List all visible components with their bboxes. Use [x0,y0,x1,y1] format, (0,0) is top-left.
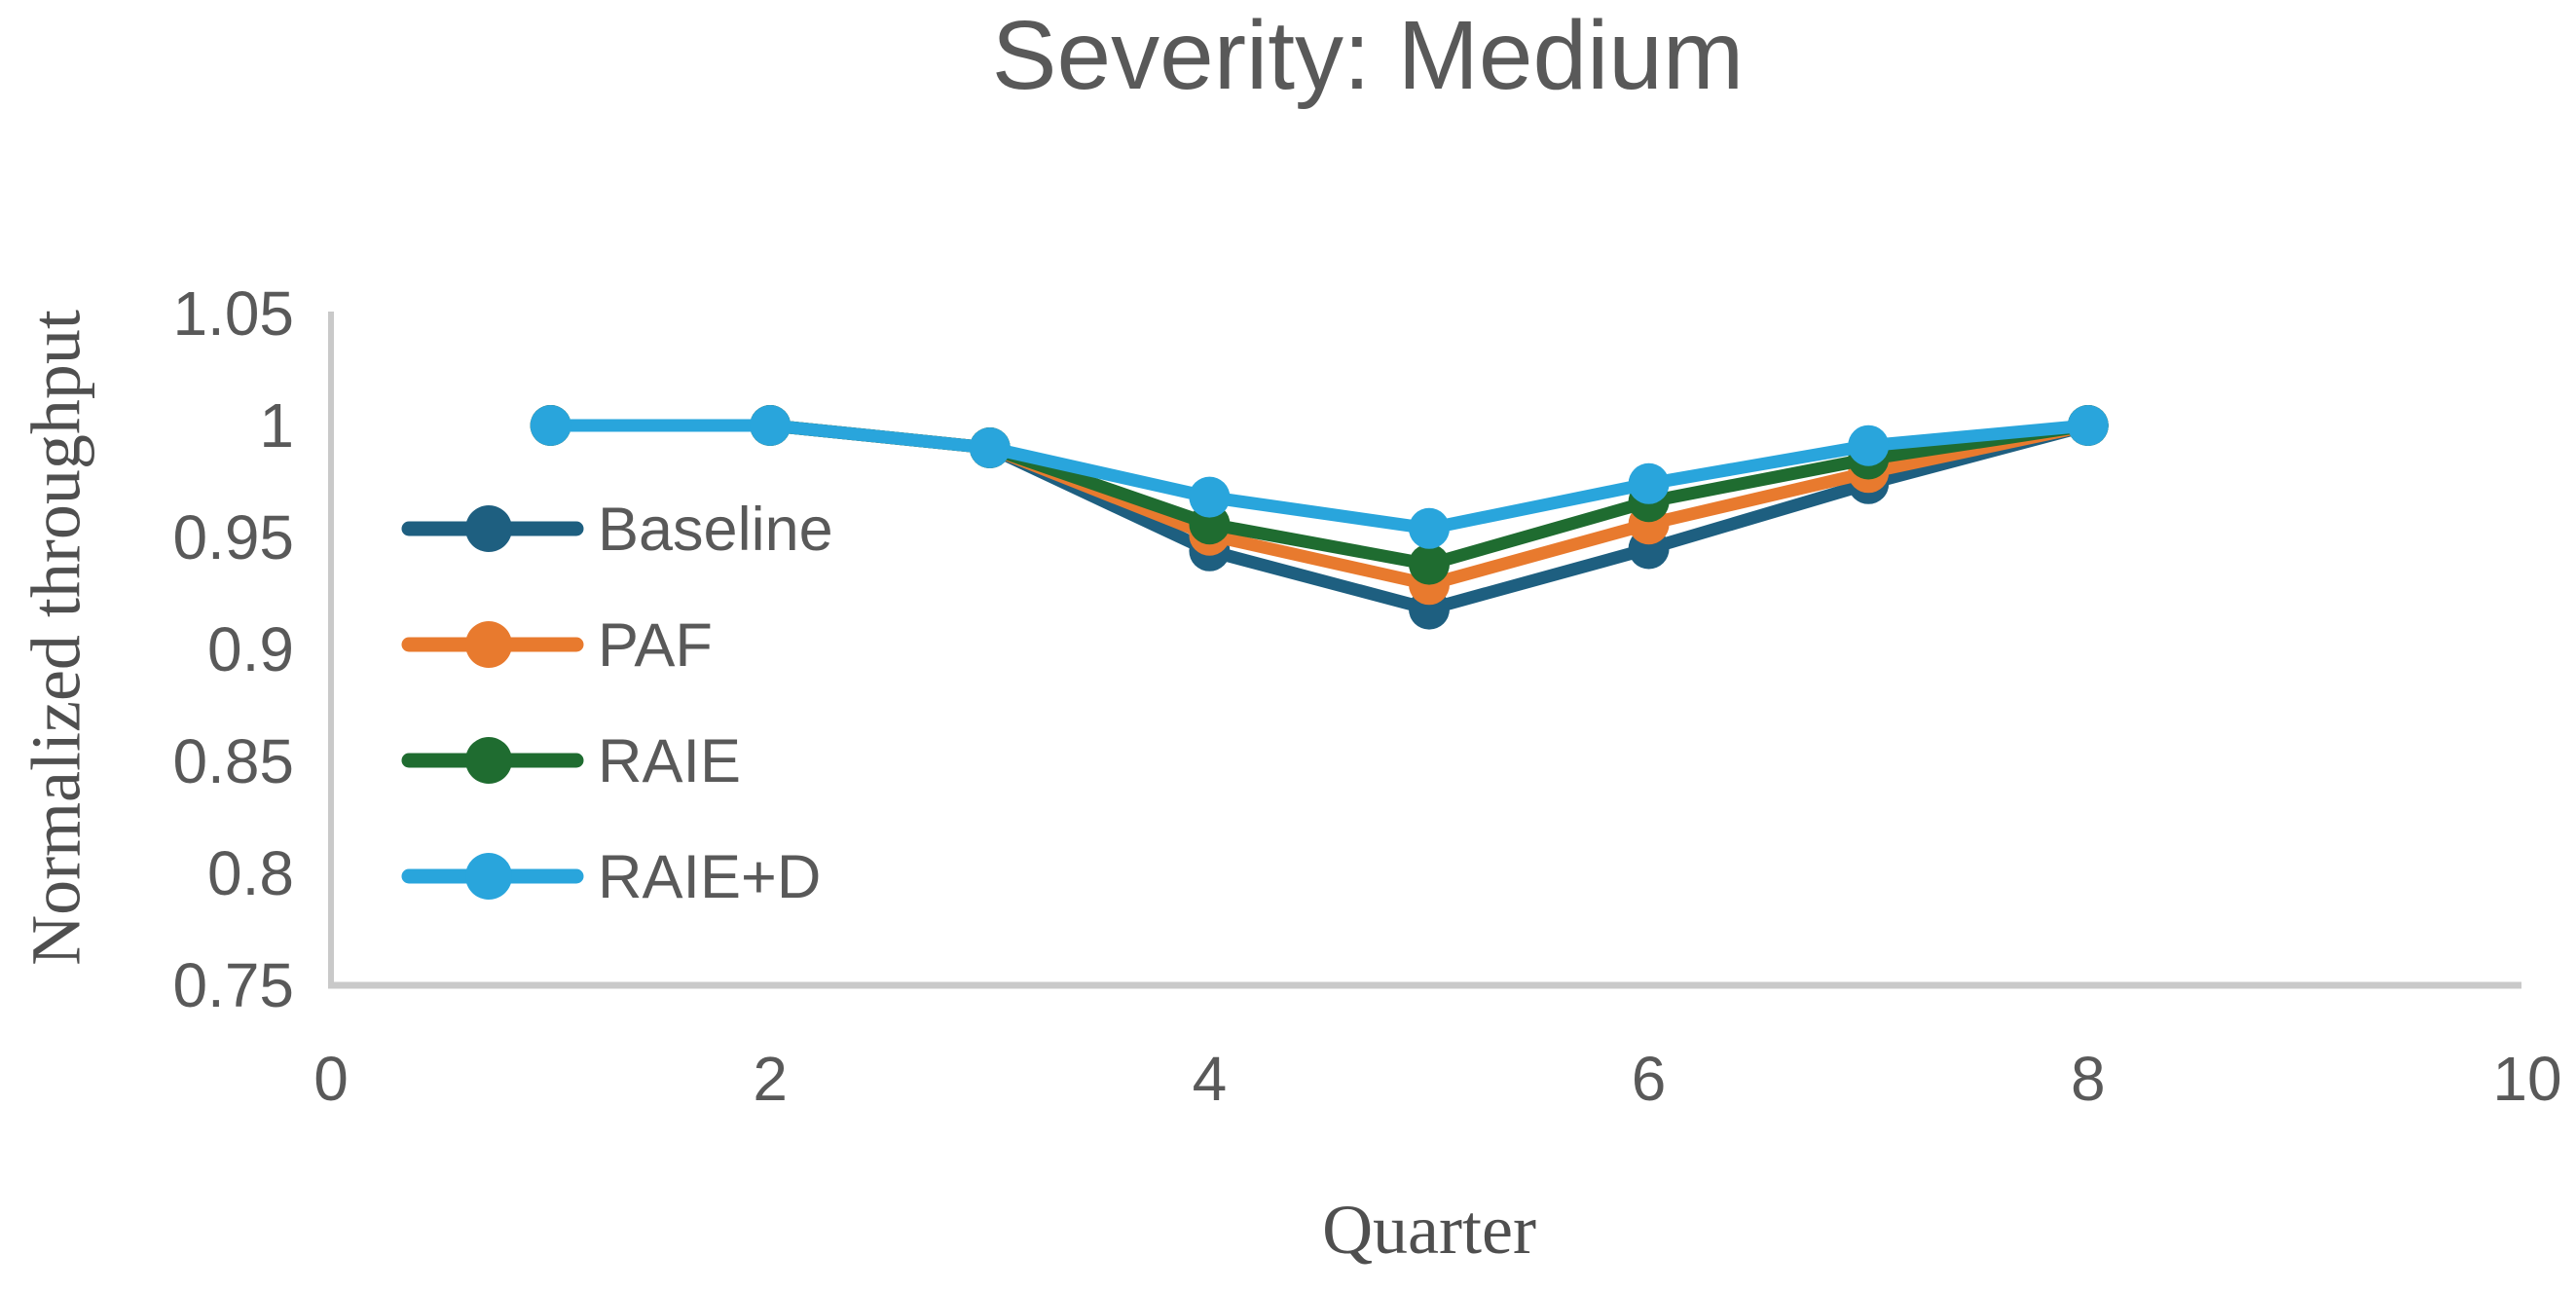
legend-label-Baseline: Baseline [598,496,833,564]
x-tick-label: 0 [313,1044,349,1114]
data-point-RAIE+D-q3 [969,427,1011,468]
y-axis-title: Normalized throughput [17,310,95,966]
data-point-RAIE+D-q5 [1409,507,1450,549]
y-tick-label: 0.85 [172,726,294,796]
legend-marker-PAF [465,621,512,668]
x-axis-title: Quarter [1322,1191,1536,1269]
legend-marker-RAIE [465,737,512,784]
x-tick-label: 10 [2492,1044,2561,1114]
data-point-RAIE+D-q8 [2067,405,2109,446]
data-point-RAIE+D-q7 [1848,424,1890,466]
x-tick-label: 4 [1193,1044,1228,1114]
legend-label-RAIE: RAIE [598,727,741,795]
chart-title: Severity: Medium [991,1,1745,110]
y-tick-label: 0.9 [207,614,294,684]
data-point-RAIE+D-q1 [530,405,571,446]
data-point-RAIE-q5 [1409,543,1450,585]
y-tick-label: 0.8 [207,838,294,908]
data-point-RAIE+D-q4 [1189,476,1231,518]
data-point-RAIE+D-q6 [1628,462,1670,504]
series-line-RAIE+D [544,419,2095,535]
y-tick-label: 0.95 [172,502,294,572]
legend-marker-Baseline [465,505,512,552]
legend-label-PAF: PAF [598,611,713,680]
y-tick-label: 0.75 [172,950,294,1020]
x-tick-label: 8 [2071,1044,2106,1114]
data-point-RAIE+D-q2 [750,405,791,446]
y-tick-label: 1.05 [172,278,294,349]
legend-label-RAIE+D: RAIE+D [598,843,821,911]
legend-marker-RAIE+D [465,853,512,900]
y-tick-label: 1 [259,390,294,461]
x-tick-label: 6 [1632,1044,1667,1114]
x-tick-label: 2 [753,1044,788,1114]
